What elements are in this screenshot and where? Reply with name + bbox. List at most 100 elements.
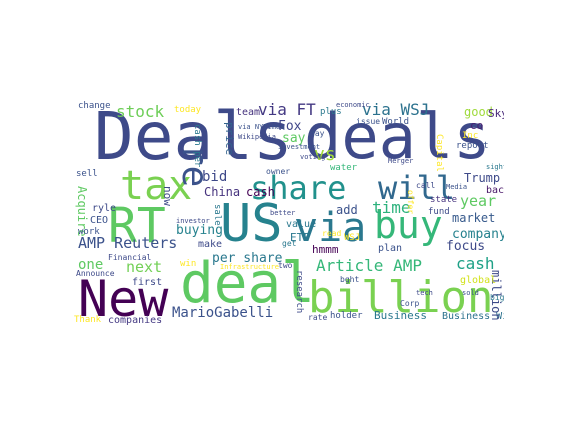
word-sell: sell — [76, 169, 98, 179]
word-billion: billion — [308, 272, 494, 323]
word-wsj: WSJ — [344, 233, 361, 243]
word-via-nytimes: via NYTimes — [238, 123, 285, 131]
word-corp: Corp — [400, 299, 420, 308]
word-first: first — [132, 277, 163, 288]
word-announce: Announce — [76, 269, 115, 278]
word-us: US — [220, 194, 283, 254]
word-world: World — [382, 117, 410, 127]
word-amp-reuters: AMP Reuters — [78, 234, 178, 252]
word-thank: Thank — [74, 315, 102, 325]
word-deal: deal — [180, 251, 315, 316]
word-say: say — [282, 131, 306, 146]
word-investor: investor — [176, 217, 210, 225]
word-companies: companies — [108, 315, 163, 326]
word-sky: Sky — [488, 107, 504, 120]
word-ryle: ryle — [92, 203, 117, 214]
word-hmmm: hmmm — [312, 243, 339, 256]
word-co: co — [470, 119, 484, 132]
word-plus: plus — [320, 107, 342, 117]
word-economic: economic — [336, 101, 370, 109]
word-year: year — [460, 192, 497, 210]
word-water: water — [330, 163, 358, 173]
word-bid: bid — [202, 169, 228, 185]
word-capital: Capital — [434, 134, 444, 172]
word-trump: Trump — [464, 171, 501, 185]
word-buy: buy — [374, 203, 443, 247]
word-add: add — [336, 203, 358, 217]
word-re: re — [174, 144, 215, 188]
word-will: will — [378, 169, 456, 207]
word-change: change — [78, 101, 111, 111]
word-voting: voting — [300, 153, 326, 161]
word-ceo: CEO — [90, 215, 109, 226]
word-via: via — [294, 205, 367, 251]
word-article-amp: Article AMP — [316, 256, 422, 275]
word-company: company — [452, 227, 504, 242]
word-team: team — [236, 107, 261, 118]
word-price: price — [223, 122, 236, 156]
word-wikipedia: Wikipedia — [238, 133, 276, 141]
word-tax: tax — [120, 163, 193, 209]
word-business-wire: Business Wire — [442, 311, 504, 322]
word-fox: Fox — [278, 119, 302, 134]
word-cash-teal: cash — [456, 254, 495, 273]
word-via-ft: via FT — [258, 100, 316, 119]
word-today: today — [174, 105, 202, 115]
word-cash-per: cash per — [192, 124, 202, 168]
word-global: global — [460, 275, 497, 286]
word-plan: plan — [378, 243, 403, 254]
word-business: Business — [374, 309, 427, 322]
word-one: one — [78, 257, 104, 273]
word-big: big — [490, 293, 504, 302]
word-offer: offer — [406, 190, 415, 215]
word-financial: Financial — [108, 253, 152, 262]
word-market: market — [452, 211, 496, 225]
word-buying: buying — [176, 223, 223, 238]
word-cash-dark: cash — [246, 185, 275, 199]
word-work: work — [78, 227, 100, 237]
word-two: two — [278, 261, 293, 270]
word-sale: sale — [212, 204, 222, 226]
word-report: report — [456, 141, 489, 151]
word-sight: sight — [486, 163, 504, 171]
word-etf: ETF — [290, 231, 310, 244]
word-investment: investment — [278, 143, 321, 151]
word-fund: fund — [428, 207, 450, 217]
word-mariogabelli: MarioGabelli — [172, 305, 274, 321]
word-win: win — [180, 259, 197, 269]
word-get: get — [282, 239, 297, 248]
word-acquire: Acquire — [75, 186, 89, 237]
word-infrastructure: Infrastructure — [220, 263, 280, 271]
word-deals: deals — [304, 100, 491, 173]
word-better: better — [270, 209, 296, 217]
word-deals-cap: Deals — [94, 98, 293, 175]
word-time: time — [372, 198, 411, 217]
word-rt: RT — [108, 198, 166, 254]
word-owner: owner — [266, 167, 291, 176]
word-inc: Inc — [462, 131, 479, 141]
word-bght: bght — [340, 275, 360, 284]
word-make: make — [198, 239, 223, 250]
word-new: New — [78, 270, 169, 328]
word-china: China — [204, 185, 241, 199]
word-rate: rate — [308, 313, 328, 322]
word-stock: stock — [116, 102, 165, 121]
word-back: back — [486, 185, 504, 196]
word-state: state — [430, 195, 458, 205]
word-via-wsj: via WSJ — [362, 100, 430, 119]
word-read: read — [322, 229, 342, 238]
word-value: value — [286, 219, 317, 230]
word-cloud: Deals deals New deal billion RT tax US s… — [72, 84, 504, 334]
word-focus: focus — [446, 239, 486, 254]
word-day: day — [310, 129, 325, 138]
word-million: million — [489, 270, 503, 321]
word-next: next — [126, 258, 163, 276]
word-research: research — [294, 270, 304, 314]
word-now: now — [161, 186, 174, 206]
word-per-share: per share — [212, 251, 283, 266]
word-media: Media — [446, 183, 468, 191]
word-tech: tech — [416, 289, 433, 297]
word-holder: holder — [330, 311, 363, 321]
word-vs: vs — [314, 144, 336, 165]
word-sold: sold — [462, 289, 479, 297]
